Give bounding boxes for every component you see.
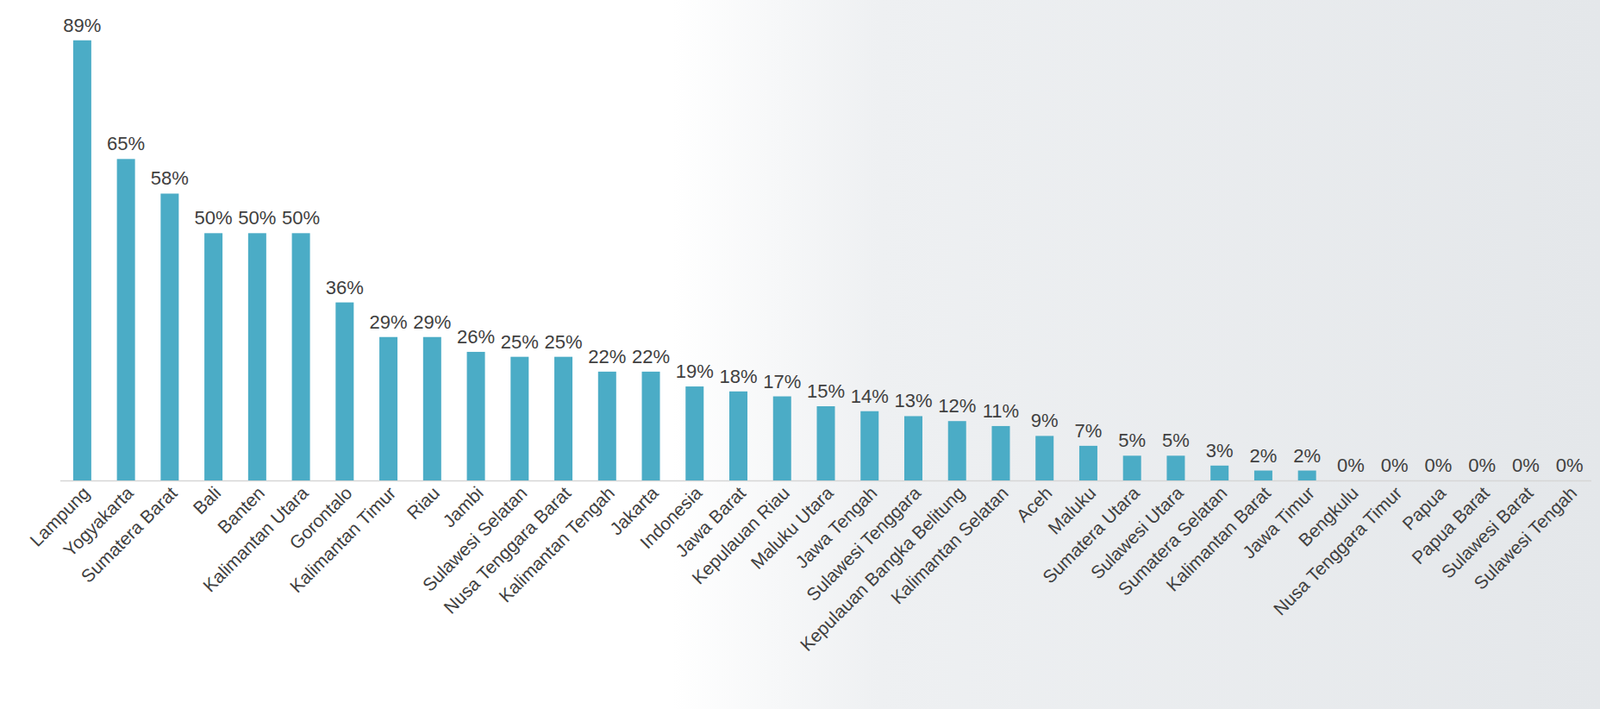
- bar: [948, 420, 967, 481]
- bar: [729, 391, 748, 481]
- bar: [292, 232, 311, 481]
- bar: [160, 193, 179, 481]
- x-tick-label: Kalimantan Selatan: [887, 482, 1013, 608]
- data-label: 14%: [850, 385, 889, 407]
- data-label: 3%: [1206, 439, 1234, 462]
- x-tick-label: Kepulauan Bangka Belitung: [795, 482, 969, 656]
- data-label: 65%: [106, 132, 145, 155]
- data-label: 29%: [369, 311, 408, 333]
- bar: [773, 396, 792, 481]
- x-tick-label: Kalimantan Timur: [286, 482, 400, 597]
- data-label: 5%: [1118, 429, 1146, 451]
- bar: [817, 406, 836, 481]
- data-label: 5%: [1162, 429, 1190, 451]
- x-tick-label: Riau: [402, 482, 444, 524]
- bar: [1429, 480, 1448, 482]
- bar: [642, 371, 661, 481]
- data-label: 29%: [412, 311, 451, 333]
- data-label: 89%: [62, 14, 101, 37]
- bar: [904, 415, 923, 481]
- data-label: 0%: [1468, 454, 1496, 476]
- bar: [73, 40, 92, 481]
- bar: [1341, 480, 1360, 482]
- data-label: 11%: [982, 400, 1019, 422]
- bar: [335, 302, 354, 481]
- data-label: 12%: [937, 394, 976, 417]
- data-label: 50%: [237, 206, 276, 229]
- data-label: 13%: [893, 389, 932, 412]
- bar: [467, 351, 486, 481]
- data-label: 0%: [1425, 454, 1453, 476]
- data-label: 25%: [544, 331, 583, 353]
- data-label: 22%: [587, 345, 626, 368]
- bar: [1560, 480, 1579, 482]
- data-label: 58%: [150, 167, 189, 189]
- bar: [685, 386, 704, 481]
- x-tick-label: Sumatera Barat: [76, 481, 181, 586]
- bars: [73, 40, 1317, 481]
- x-tick-label: Jawa Timur: [1238, 482, 1319, 563]
- data-label: 0%: [1512, 454, 1540, 476]
- data-label: 36%: [325, 276, 364, 299]
- data-label: 18%: [718, 365, 757, 388]
- data-label: 17%: [762, 370, 801, 393]
- bar: [204, 232, 223, 481]
- data-label: 15%: [806, 380, 845, 402]
- data-label: 7%: [1075, 419, 1103, 442]
- data-label: 50%: [281, 206, 320, 229]
- bar: [1035, 435, 1054, 481]
- bar: [248, 232, 267, 481]
- data-label: 26%: [456, 325, 495, 348]
- bar: [1254, 470, 1273, 481]
- bar: [860, 411, 879, 481]
- bar: [423, 337, 442, 481]
- bar: [554, 356, 573, 481]
- bar: [1385, 480, 1404, 482]
- bar: [1516, 480, 1535, 482]
- bar: [1079, 445, 1098, 481]
- data-label: 0%: [1381, 454, 1409, 476]
- bar: [510, 356, 529, 481]
- chart: 89%65%58%50%50%50%36%29%29%26%25%25%22%2…: [0, 0, 1600, 709]
- bar: [117, 158, 136, 481]
- bar: [991, 425, 1010, 481]
- data-label: 2%: [1293, 444, 1321, 467]
- data-label: 2%: [1250, 444, 1278, 467]
- data-label: 25%: [500, 331, 539, 353]
- bar: [1166, 455, 1185, 481]
- x-tick-label: Bali: [188, 482, 225, 519]
- data-label: 19%: [675, 360, 714, 382]
- x-tick-label: Nusa Tenggara Timur: [1269, 482, 1407, 619]
- data-label: 9%: [1031, 409, 1059, 432]
- x-tick-label: Kalimantan Tengah: [494, 482, 619, 607]
- bar: [379, 337, 398, 481]
- data-label: 22%: [631, 345, 670, 368]
- bar: [1123, 455, 1142, 481]
- data-label: 50%: [194, 206, 233, 229]
- bar: [1210, 465, 1229, 481]
- data-label: 0%: [1556, 454, 1584, 476]
- x-tick-label: Sulawesi Tengah: [1469, 482, 1581, 594]
- bar: [1298, 470, 1317, 481]
- bar: [598, 371, 617, 481]
- bar: [1473, 480, 1492, 482]
- data-label: 0%: [1337, 454, 1365, 476]
